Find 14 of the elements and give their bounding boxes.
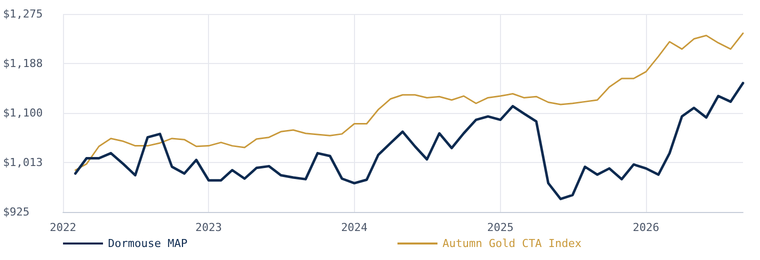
x-tick-label: 2025: [487, 221, 514, 234]
y-tick-label: $1,275: [3, 8, 43, 20]
y-tick-label: $1,100: [3, 106, 43, 120]
y-tick-label: $1,013: [3, 156, 43, 169]
y-tick-label: $1,188: [3, 57, 43, 70]
legend-label: Dormouse MAP: [108, 237, 188, 250]
y-tick-label: $925: [3, 206, 30, 218]
x-tick-label: 2026: [632, 221, 660, 234]
x-tick-label: 2022: [50, 221, 76, 234]
x-tick-label: 2024: [341, 221, 368, 234]
line-series: [74, 32, 744, 171]
legend-label: Autumn Gold CTA Index: [442, 237, 582, 250]
x-tick-label: 2023: [195, 221, 222, 234]
line-series: [74, 82, 744, 200]
